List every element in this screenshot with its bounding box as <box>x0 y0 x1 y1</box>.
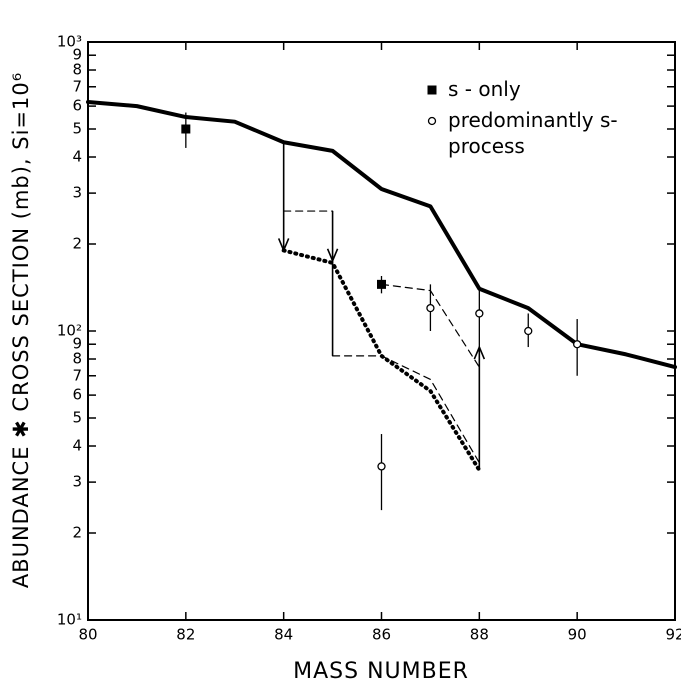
x-tick-label: 80 <box>78 626 97 644</box>
marker-circle <box>377 462 386 471</box>
y-tick-label: 6 <box>72 97 82 115</box>
y-tick-label: 4 <box>72 437 82 455</box>
marker-circle <box>426 303 435 313</box>
y-tick-label: 10² <box>57 322 82 340</box>
y-tick-label: 10³ <box>57 33 82 51</box>
y-tick-label: 7 <box>72 366 82 384</box>
y-tick-label: 8 <box>72 61 82 79</box>
x-tick-label: 88 <box>470 626 489 644</box>
marker-square <box>181 124 191 134</box>
legend-marker <box>427 116 437 126</box>
marker-square <box>377 279 386 289</box>
x-tick-label: 86 <box>372 626 391 644</box>
y-tick-label: 9 <box>72 335 82 353</box>
y-tick-label: 2 <box>72 235 82 253</box>
y-tick-label: 3 <box>72 473 82 491</box>
x-tick-label: 84 <box>274 626 293 644</box>
y-tick-label: 8 <box>72 350 82 368</box>
marker-circle <box>573 340 582 349</box>
legend-label: predominantly s-process <box>448 108 618 158</box>
line-dotted <box>281 248 482 473</box>
marker-circle <box>475 309 484 318</box>
y-tick-label: 6 <box>72 386 82 404</box>
marker-circle <box>524 326 533 336</box>
arrow-head <box>277 238 290 253</box>
y-tick-label: 5 <box>72 408 82 426</box>
x-axis-label: MASS NUMBER <box>293 659 469 684</box>
line-dashed <box>331 355 480 464</box>
y-axis-label: ABUNDANCE ✱ CROSS SECTION (mb), Si=10⁶ <box>9 72 33 588</box>
x-tick-label: 92 <box>665 626 681 644</box>
y-tick-label: 3 <box>72 184 82 202</box>
y-tick-label: 4 <box>72 148 82 166</box>
x-tick-label: 90 <box>568 626 587 644</box>
x-tick-label: 82 <box>176 626 195 644</box>
y-tick-label: 9 <box>72 46 82 64</box>
y-tick-label: 7 <box>72 77 82 95</box>
y-tick-label: 5 <box>72 119 82 137</box>
y-tick-label: 10¹ <box>57 611 82 629</box>
y-tick-label: 2 <box>72 524 82 542</box>
legend-label: s - only <box>448 77 521 101</box>
legend-marker <box>427 85 437 95</box>
